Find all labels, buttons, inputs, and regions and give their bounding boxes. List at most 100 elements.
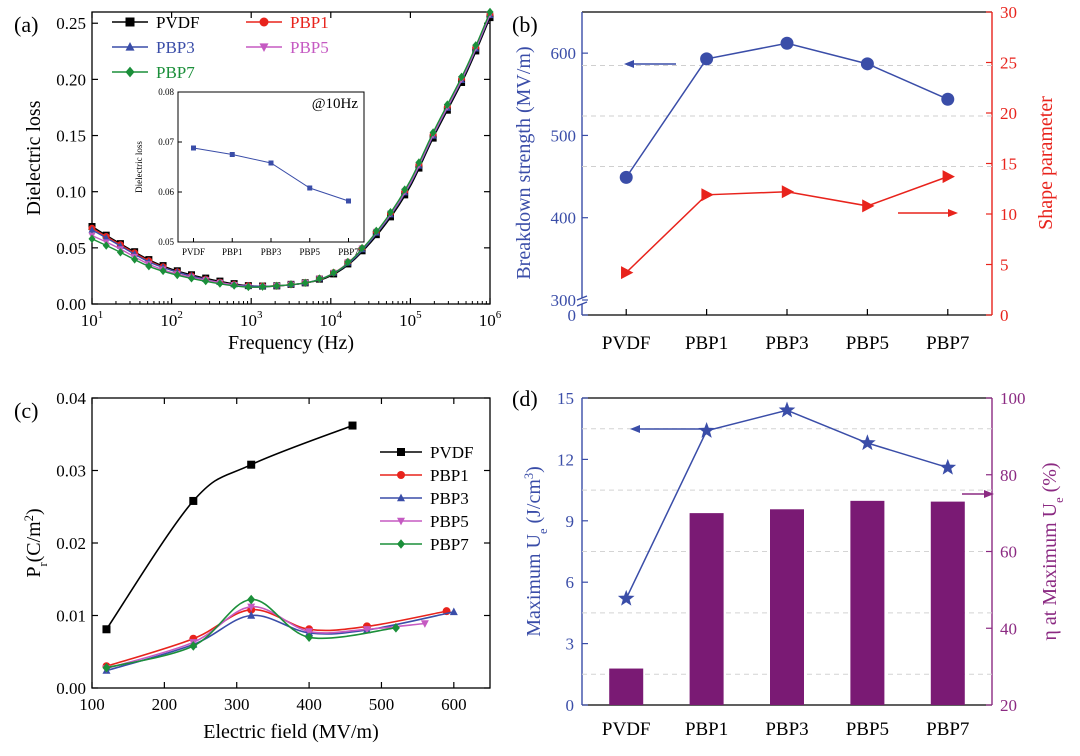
bar-efficiency-pbp1 [689, 513, 724, 705]
marker-shape [942, 170, 955, 184]
left-tick-label: 3 [566, 635, 575, 654]
left-axis-label: Maximum Ue (J/cm3) [522, 466, 550, 637]
marker-pbp7 [387, 207, 394, 217]
marker-pbp7 [443, 100, 451, 109]
panel-label: (d) [512, 386, 538, 411]
x-tick-label: 100 [79, 695, 105, 714]
x-tick-label: 103 [240, 309, 263, 330]
panel-d-energy-efficiency: (d) 0 3 6 9 12 15 20 40 60 80 100 PVDF PBP1 PBP3 PBP5 PB… [512, 386, 1066, 740]
legend-marker-pbp1 [397, 471, 405, 479]
marker-pbp7 [145, 262, 153, 271]
y-tick-label: 0.05 [56, 239, 86, 258]
legend-label: PBP7 [156, 63, 195, 82]
inset-frame [177, 91, 365, 243]
marker-breakdown [860, 57, 874, 71]
x-tick-label: 600 [441, 695, 467, 714]
y-tick-label: 0.00 [56, 295, 86, 314]
left-tick-label: 500 [551, 126, 577, 145]
legend-label: PBP1 [290, 13, 329, 32]
x-tick-label: 400 [296, 695, 322, 714]
marker-pbp7 [486, 7, 494, 17]
x-tick-label: PBP1 [685, 719, 728, 740]
marker-pbp7 [358, 243, 366, 253]
right-tick-label: 20 [1000, 696, 1017, 715]
inset-y-tick-label: 0.07 [158, 137, 174, 147]
left-tick-label: 0 [568, 306, 577, 325]
inset-marker [268, 160, 274, 166]
x-tick-label: PBP7 [926, 719, 969, 740]
legend: PVDF PBP1 PBP3 PBP5 PBP7 [112, 13, 329, 82]
marker-pbp7 [344, 257, 352, 267]
right-axis-label: Shape parameter [1035, 96, 1057, 230]
legend-label: PBP1 [430, 466, 469, 485]
legend-label: PVDF [156, 13, 199, 32]
axis-break-mark [576, 301, 588, 307]
marker-pbp7 [372, 226, 380, 236]
right-tick-label: 80 [1000, 466, 1017, 485]
marker-max-ue [859, 434, 876, 451]
legend: PVDF PBP1 PBP3 PBP5 PBP7 [380, 443, 473, 554]
x-axis-label: Electric field (MV/m) [203, 721, 379, 743]
y-tick-label: 0.02 [56, 534, 86, 553]
left-tick-label: 15 [557, 389, 574, 408]
marker-pbp7 [429, 128, 437, 137]
marker-pbp7 [189, 641, 198, 651]
panel-label: (a) [14, 12, 38, 37]
marker-pbp3 [247, 611, 256, 619]
right-tick-label: 30 [1000, 3, 1017, 22]
marker-pbp7 [216, 279, 224, 288]
left-tick-label: 600 [551, 44, 577, 63]
panel-label: (c) [14, 398, 38, 423]
legend-marker-pvdf [397, 448, 405, 456]
series-line-pvdf [105, 424, 353, 630]
legend-label: PBP3 [430, 489, 469, 508]
marker-pbp7 [458, 72, 466, 82]
x-axis-label: Frequency (Hz) [228, 332, 354, 354]
marker-breakdown [619, 170, 633, 184]
arrow-right-axis-head [948, 209, 958, 217]
y-tick-label: 0.25 [56, 14, 86, 33]
series-markers-pbp7 [88, 7, 494, 292]
x-tick-label: 101 [81, 309, 104, 330]
marker-pbp7 [415, 158, 423, 167]
panel-c-remnant-polarization: (c) 0.00 0.01 0.02 0.03 0.04 100 200 300 400 500 60… [14, 389, 491, 743]
arrow-right-axis-head [984, 490, 994, 498]
x-tick-label: PBP3 [765, 719, 808, 740]
legend-marker-pbp5 [259, 43, 269, 52]
inset-x-tick-label: PBP7 [338, 247, 359, 257]
plot-frame [91, 11, 491, 305]
marker-pvdf [189, 496, 198, 505]
x-tick-label: 104 [320, 309, 343, 330]
x-tick-label: PBP5 [846, 719, 889, 740]
panel-label: (b) [512, 12, 538, 37]
legend-marker-pbp3 [125, 42, 135, 51]
y-tick-label: 0.00 [56, 679, 86, 698]
marker-pbp7 [330, 268, 338, 277]
x-tick-label: 102 [160, 309, 183, 330]
y-tick-label: 0.01 [56, 607, 86, 626]
marker-pbp7 [116, 248, 124, 257]
marker-max-ue [698, 422, 715, 438]
marker-pbp7 [202, 276, 210, 286]
y-tick-label: 0.15 [56, 127, 86, 146]
legend-marker-pbp3 [397, 493, 405, 502]
marker-pbp7 [159, 266, 167, 276]
left-tick-label: 9 [566, 512, 575, 531]
legend-label: PBP3 [156, 38, 195, 57]
right-tick-label: 5 [1000, 256, 1009, 275]
marker-pbp5 [420, 620, 429, 628]
bar-efficiency-pvdf [609, 668, 644, 705]
inset-y-axis-label: Dielectric loss [134, 141, 144, 193]
marker-pbp3 [102, 234, 110, 241]
series-line-pbp5 [106, 605, 425, 670]
marker-max-ue [617, 589, 635, 606]
arrow-left-axis-head [630, 425, 640, 433]
left-tick-label: 0 [566, 696, 575, 715]
y-axis-label: Pr(C/m2) [22, 508, 50, 577]
marker-max-ue [778, 401, 796, 418]
marker-pbp3 [449, 607, 458, 616]
legend-marker-pbp5 [397, 517, 405, 526]
x-tick-label: 500 [369, 695, 395, 714]
marker-pbp7 [102, 241, 110, 250]
left-tick-label: 6 [566, 573, 575, 592]
